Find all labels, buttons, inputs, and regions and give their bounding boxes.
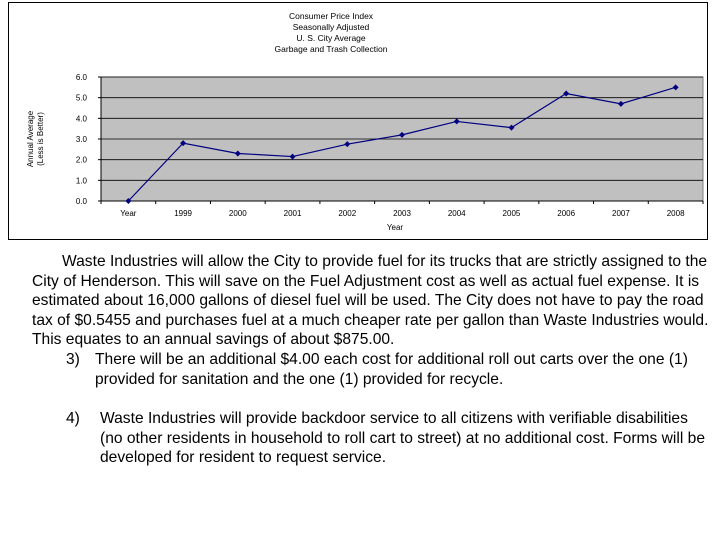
data-point	[563, 90, 570, 97]
y-axis-label-line: (Less is Better)	[36, 112, 45, 166]
y-tick-label: 4.0	[76, 114, 88, 123]
list-item-3: 3) There will be an additional $4.00 eac…	[66, 350, 712, 389]
y-tick-label: 3.0	[76, 135, 88, 144]
data-point	[508, 124, 515, 131]
data-point	[180, 140, 187, 147]
x-tick-label: Year	[120, 209, 137, 218]
chart-title-line: Consumer Price Index	[289, 11, 374, 21]
data-point	[453, 118, 460, 125]
chart-frame: Consumer Price Index Seasonally Adjusted U…	[8, 2, 708, 240]
body-text: Waste Industries will allow the City to …	[32, 252, 712, 468]
x-tick-label: 2003	[393, 209, 411, 218]
data-point	[399, 131, 405, 138]
x-tick-label: 2004	[448, 209, 466, 218]
x-tick-label: 2000	[229, 209, 247, 218]
x-tick-label: 2007	[612, 209, 630, 218]
list-item-3-text: There will be an additional $4.00 each c…	[95, 350, 688, 388]
x-tick-label: 2001	[284, 209, 302, 218]
y-tick-label: 1.0	[76, 176, 88, 185]
chart-title-line: U. S. City Average	[296, 33, 366, 43]
list-item-4: 4) Waste Industries will provide backdoo…	[66, 409, 712, 468]
x-tick-label: 1999	[174, 209, 192, 218]
list-item-3-number: 3)	[66, 350, 80, 368]
data-point	[125, 198, 132, 204]
chart-title-line: Seasonally Adjusted	[293, 22, 370, 32]
y-tick-label: 6.0	[76, 73, 88, 82]
y-tick-label: 5.0	[76, 94, 88, 103]
list-item-4-text: Waste Industries will provide backdoor s…	[100, 410, 705, 467]
y-axis-label-line: Annual Average	[26, 110, 35, 167]
y-tick-label: 2.0	[76, 156, 88, 165]
x-tick-label: 2002	[338, 209, 356, 218]
x-axis-label: Year	[387, 223, 404, 232]
y-tick-label: 0.0	[76, 197, 88, 206]
data-point	[672, 84, 679, 91]
data-point	[344, 141, 351, 148]
data-point	[289, 153, 296, 160]
data-point	[617, 100, 624, 107]
chart-title-line: Garbage and Trash Collection	[275, 44, 388, 54]
x-tick-label: 2008	[667, 209, 685, 218]
data-point	[234, 150, 241, 157]
x-tick-label: 2006	[557, 209, 575, 218]
list-item-4-number: 4)	[66, 410, 80, 428]
fuel-paragraph: Waste Industries will allow the City to …	[32, 253, 709, 349]
x-tick-label: 2005	[503, 209, 521, 218]
